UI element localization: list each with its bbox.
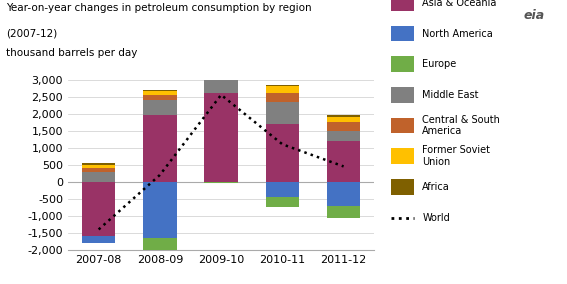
- Bar: [204, 66, 238, 76]
- Bar: [143, 95, 177, 100]
- Text: Central & South
America: Central & South America: [422, 115, 500, 136]
- Bar: [143, 100, 177, 115]
- Text: Year-on-year changes in petroleum consumption by region: Year-on-year changes in petroleum consum…: [6, 3, 311, 13]
- Bar: [265, 102, 299, 124]
- Text: eia: eia: [523, 9, 544, 22]
- Bar: [265, 197, 299, 207]
- Bar: [82, 163, 116, 165]
- Text: Europe: Europe: [422, 59, 456, 69]
- Bar: [327, 115, 361, 117]
- Bar: [327, 182, 361, 206]
- Bar: [143, 90, 177, 91]
- Bar: [204, 76, 238, 93]
- Text: Former Soviet
Union: Former Soviet Union: [422, 145, 490, 167]
- Bar: [327, 131, 361, 141]
- Bar: [204, 93, 238, 182]
- Text: thousand barrels per day: thousand barrels per day: [6, 48, 137, 58]
- Bar: [265, 182, 299, 197]
- Bar: [82, 165, 116, 168]
- Bar: [327, 141, 361, 182]
- Bar: [265, 124, 299, 182]
- Text: (2007-12): (2007-12): [6, 28, 57, 38]
- Bar: [82, 172, 116, 182]
- Bar: [204, 61, 238, 62]
- Bar: [265, 85, 299, 86]
- Text: Asia & Oceania: Asia & Oceania: [422, 0, 497, 8]
- Bar: [143, 238, 177, 262]
- Text: Africa: Africa: [422, 182, 450, 192]
- Text: North America: North America: [422, 28, 493, 39]
- Bar: [204, 182, 238, 183]
- Bar: [327, 122, 361, 131]
- Bar: [82, 236, 116, 243]
- Bar: [82, 182, 116, 236]
- Text: Middle East: Middle East: [422, 90, 479, 100]
- Bar: [143, 115, 177, 182]
- Bar: [143, 91, 177, 95]
- Bar: [327, 117, 361, 122]
- Bar: [265, 93, 299, 102]
- Text: World: World: [422, 212, 450, 223]
- Bar: [204, 62, 238, 66]
- Bar: [143, 182, 177, 238]
- Bar: [327, 206, 361, 218]
- Bar: [265, 86, 299, 93]
- Bar: [82, 168, 116, 172]
